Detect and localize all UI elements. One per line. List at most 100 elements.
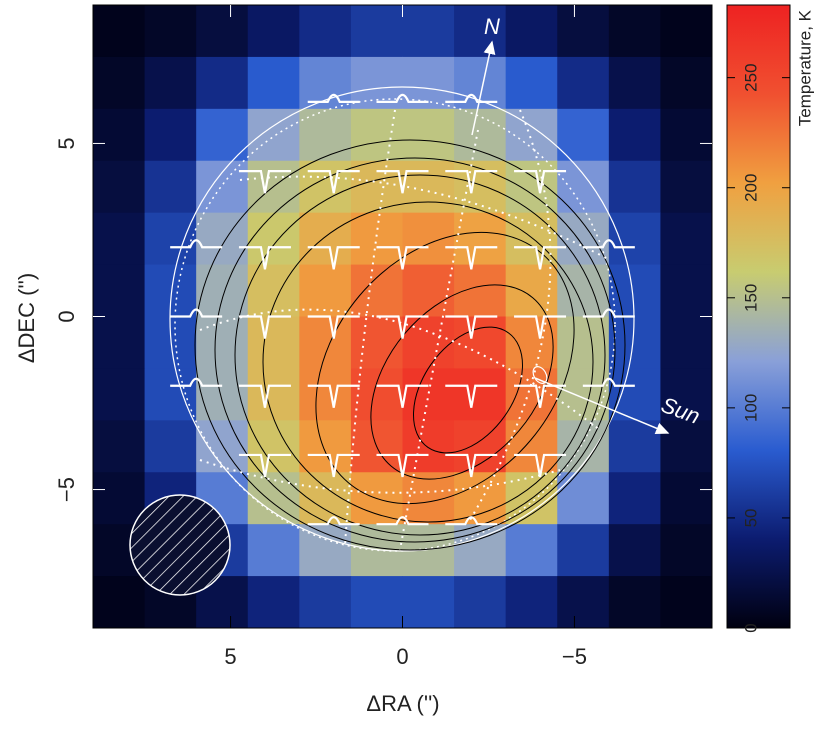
colorbar-label: Temperature, K: [795, 9, 814, 126]
heatmap-cell: [506, 161, 558, 213]
heatmap-cell: [248, 213, 300, 265]
heatmap-cell: [506, 57, 558, 109]
heatmap-cell: [299, 109, 351, 161]
heatmap-cell: [609, 420, 661, 472]
heatmap-cell: [196, 161, 248, 213]
heatmap-cell: [299, 5, 351, 57]
heatmap-cell: [403, 576, 455, 628]
heatmap-cell: [609, 109, 661, 161]
chart: N Sun 50−5−505 ΔRA ('') ΔDEC ('') Temper…: [0, 0, 818, 725]
heatmap-cell: [660, 420, 712, 472]
heatmap-cell: [403, 161, 455, 213]
heatmap-cell: [196, 368, 248, 420]
heatmap-cell: [351, 368, 403, 420]
heatmap-cell: [557, 420, 609, 472]
heatmap-cell: [299, 161, 351, 213]
heatmap-cell: [506, 5, 558, 57]
heatmap-cell: [609, 161, 661, 213]
heatmap-cell: [299, 472, 351, 524]
heatmap-cell: [557, 576, 609, 628]
heatmap-cell: [403, 472, 455, 524]
heatmap-cell: [609, 317, 661, 369]
heatmap-cell: [351, 5, 403, 57]
heatmap-cell: [454, 368, 506, 420]
heatmap-cell: [299, 317, 351, 369]
colorbar-tick-label: 50: [741, 508, 760, 527]
heatmap-cell: [93, 472, 145, 524]
y-tick-label: −5: [54, 477, 79, 502]
heatmap-cell: [660, 472, 712, 524]
heatmap-cell: [557, 472, 609, 524]
heatmap-cell: [196, 57, 248, 109]
heatmap-cell: [299, 368, 351, 420]
heatmap-cell: [248, 368, 300, 420]
heatmap-cell: [145, 368, 197, 420]
heatmap-cell: [609, 576, 661, 628]
heatmap-cell: [248, 317, 300, 369]
heatmap-cell: [93, 576, 145, 628]
heatmap-cell: [609, 5, 661, 57]
heatmap-cell: [403, 317, 455, 369]
heatmap-cell: [145, 161, 197, 213]
heatmap-cell: [557, 57, 609, 109]
heatmap-cell: [557, 5, 609, 57]
heatmap-cell: [660, 57, 712, 109]
heatmap-cell: [403, 213, 455, 265]
heatmap-cell: [299, 420, 351, 472]
heatmap-cell: [248, 5, 300, 57]
heatmap-cell: [93, 161, 145, 213]
heatmap-cell: [145, 57, 197, 109]
heatmap-cell: [93, 57, 145, 109]
heatmap-cell: [609, 265, 661, 317]
heatmap-cell: [506, 265, 558, 317]
heatmap-cell: [403, 265, 455, 317]
heatmap-cell: [93, 420, 145, 472]
heatmap-cell: [609, 472, 661, 524]
heatmap-cell: [248, 109, 300, 161]
heatmap-cell: [557, 368, 609, 420]
heatmap-cell: [403, 109, 455, 161]
heatmap-cell: [145, 420, 197, 472]
heatmap-cell: [93, 5, 145, 57]
heatmap-cell: [248, 57, 300, 109]
heatmap-cell: [248, 576, 300, 628]
colorbar-tick-label: 0: [741, 623, 760, 632]
colorbar-tick-label: 100: [741, 394, 760, 422]
heatmap-cell: [660, 317, 712, 369]
heatmap-cell: [609, 524, 661, 576]
heatmap-cell: [93, 368, 145, 420]
heatmap-cell: [351, 317, 403, 369]
heatmap-cell: [403, 420, 455, 472]
heatmap-cell: [660, 524, 712, 576]
heatmap-cell: [351, 213, 403, 265]
heatmap-cell: [454, 420, 506, 472]
heatmap-cell: [609, 57, 661, 109]
x-axis-label: ΔRA (''): [366, 691, 439, 716]
heatmap-cell: [660, 109, 712, 161]
heatmap-cell: [351, 265, 403, 317]
heatmap-cell: [299, 576, 351, 628]
heatmap-cell: [93, 265, 145, 317]
north-label: N: [484, 14, 500, 39]
heatmap-cell: [145, 213, 197, 265]
heatmap-cell: [660, 265, 712, 317]
x-tick-label: −5: [562, 644, 587, 669]
y-tick-label: 0: [54, 310, 79, 322]
heatmap-cell: [403, 368, 455, 420]
heatmap-cell: [660, 576, 712, 628]
heatmap-cell: [609, 213, 661, 265]
heatmap-cell: [196, 317, 248, 369]
heatmap-cell: [557, 524, 609, 576]
heatmap-cell: [454, 576, 506, 628]
heatmap-cell: [248, 524, 300, 576]
heatmap-cell: [557, 161, 609, 213]
heatmap-cell: [506, 524, 558, 576]
heatmap-cell: [557, 317, 609, 369]
colorbar-tick-label: 200: [741, 174, 760, 202]
heatmap-cell: [196, 5, 248, 57]
heatmap-cell: [506, 576, 558, 628]
heatmap-cell: [145, 5, 197, 57]
heatmap-cell: [145, 109, 197, 161]
heatmap-cell: [93, 317, 145, 369]
colorbar: [727, 5, 790, 628]
